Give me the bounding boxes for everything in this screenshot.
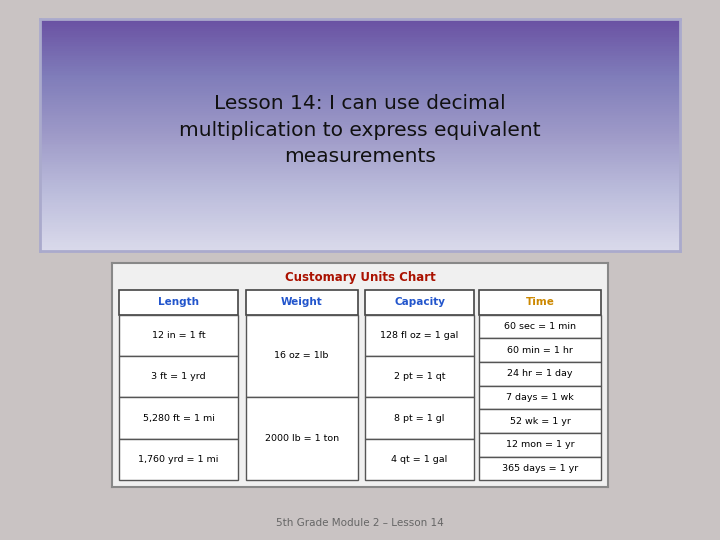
Text: 7 days = 1 wk: 7 days = 1 wk — [506, 393, 574, 402]
FancyBboxPatch shape — [119, 314, 238, 356]
Text: 60 sec = 1 min: 60 sec = 1 min — [504, 322, 576, 331]
Text: 12 in = 1 ft: 12 in = 1 ft — [152, 331, 205, 340]
Text: 24 hr = 1 day: 24 hr = 1 day — [508, 369, 573, 378]
FancyBboxPatch shape — [246, 314, 358, 397]
Text: Time: Time — [526, 297, 554, 307]
Text: Lesson 14: I can use decimal
multiplication to express equivalent
measurements: Lesson 14: I can use decimal multiplicat… — [179, 94, 541, 166]
FancyBboxPatch shape — [480, 338, 601, 362]
Text: Customary Units Chart: Customary Units Chart — [284, 271, 436, 284]
FancyBboxPatch shape — [480, 290, 601, 314]
FancyBboxPatch shape — [365, 290, 474, 314]
Text: 2 pt = 1 qt: 2 pt = 1 qt — [394, 372, 446, 381]
FancyBboxPatch shape — [480, 386, 601, 409]
Text: 60 min = 1 hr: 60 min = 1 hr — [507, 346, 573, 355]
FancyBboxPatch shape — [119, 290, 238, 314]
Text: 5th Grade Module 2 – Lesson 14: 5th Grade Module 2 – Lesson 14 — [276, 518, 444, 528]
FancyBboxPatch shape — [365, 439, 474, 481]
Text: 5,280 ft = 1 mi: 5,280 ft = 1 mi — [143, 414, 215, 423]
Text: 2000 lb = 1 ton: 2000 lb = 1 ton — [264, 434, 338, 443]
FancyBboxPatch shape — [246, 290, 358, 314]
Text: Length: Length — [158, 297, 199, 307]
Text: Capacity: Capacity — [394, 297, 445, 307]
Text: 16 oz = 1lb: 16 oz = 1lb — [274, 352, 329, 361]
Text: 52 wk = 1 yr: 52 wk = 1 yr — [510, 417, 570, 426]
Text: Weight: Weight — [281, 297, 323, 307]
Text: 1,760 yrd = 1 mi: 1,760 yrd = 1 mi — [138, 455, 219, 464]
FancyBboxPatch shape — [480, 314, 601, 338]
Text: 3 ft = 1 yrd: 3 ft = 1 yrd — [151, 372, 206, 381]
Text: 4 qt = 1 gal: 4 qt = 1 gal — [392, 455, 448, 464]
Text: 12 mon = 1 yr: 12 mon = 1 yr — [505, 440, 575, 449]
FancyBboxPatch shape — [365, 397, 474, 439]
FancyBboxPatch shape — [480, 433, 601, 457]
FancyBboxPatch shape — [480, 457, 601, 481]
FancyBboxPatch shape — [365, 356, 474, 397]
FancyBboxPatch shape — [119, 439, 238, 481]
FancyBboxPatch shape — [119, 397, 238, 439]
FancyBboxPatch shape — [246, 397, 358, 481]
Text: 128 fl oz = 1 gal: 128 fl oz = 1 gal — [380, 331, 459, 340]
FancyBboxPatch shape — [365, 314, 474, 356]
Text: 365 days = 1 yr: 365 days = 1 yr — [502, 464, 578, 473]
FancyBboxPatch shape — [480, 362, 601, 386]
FancyBboxPatch shape — [119, 356, 238, 397]
FancyBboxPatch shape — [480, 409, 601, 433]
Text: 8 pt = 1 gl: 8 pt = 1 gl — [395, 414, 445, 423]
